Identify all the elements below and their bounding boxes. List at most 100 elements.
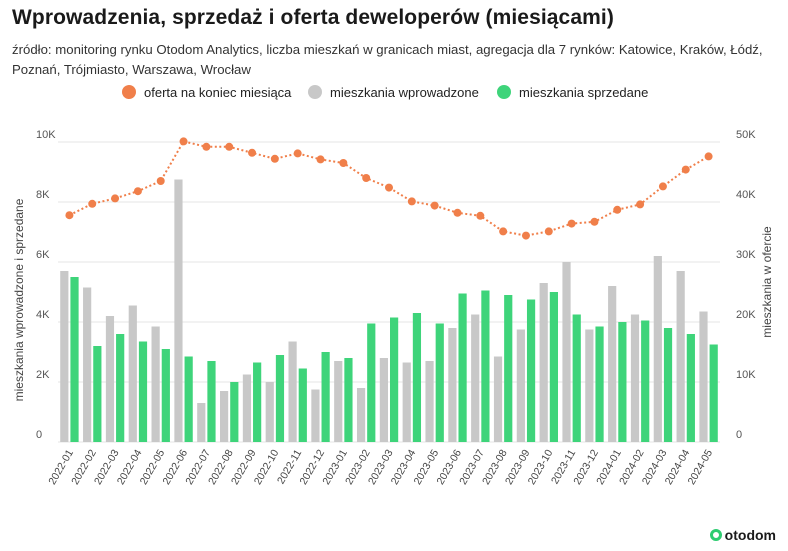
y-axis-label: mieszkania wprowadzone i sprzedane [12, 198, 26, 401]
point-offer [293, 149, 302, 158]
y2-tick-label: 20K [736, 309, 756, 321]
point-offer [521, 231, 530, 240]
point-offer [339, 159, 348, 167]
y2-tick-label: 50K [736, 129, 756, 141]
bar-introduced [334, 361, 343, 442]
bar-sold [230, 382, 239, 442]
legend-sold-marker-icon [497, 85, 511, 99]
bar-sold [549, 292, 558, 442]
bar-introduced [425, 361, 434, 442]
bar-sold [686, 334, 695, 442]
point-offer [704, 152, 713, 161]
legend: oferta na koniec miesiąca mieszkania wpr… [0, 83, 788, 101]
point-offer [385, 183, 393, 192]
bar-introduced [493, 356, 503, 442]
chart-subtitle: źródło: monitoring rynku Otodom Analytic… [12, 42, 763, 77]
bar-sold [93, 346, 102, 442]
point-offer [65, 211, 74, 220]
bar-sold [641, 320, 650, 442]
bar-introduced [356, 388, 366, 442]
bar-introduced [516, 329, 525, 442]
bar-sold [207, 361, 216, 442]
bar-sold [275, 355, 285, 442]
otodom-logo: otodom [709, 527, 776, 543]
legend-item-sold: mieszkania sprzedane [497, 83, 648, 101]
legend-offer-marker-icon [122, 85, 136, 99]
bar-introduced [197, 403, 206, 442]
y-tick-label: 8K [36, 189, 50, 201]
bar-introduced [471, 314, 480, 442]
y2-tick-label: 10K [736, 369, 756, 381]
y-tick-label: 6K [36, 249, 50, 261]
bar-introduced [585, 329, 594, 442]
y2-tick-label: 30K [736, 249, 756, 261]
bar-introduced [128, 305, 137, 442]
bar-sold [298, 368, 307, 442]
y2-tick-label: 40K [736, 189, 756, 201]
legend-item-offer: oferta na koniec miesiąca [122, 83, 291, 101]
bar-sold [526, 299, 536, 442]
y-tick-label: 4K [36, 309, 50, 321]
point-offer [316, 155, 325, 164]
point-offer [430, 201, 439, 210]
legend-offer-label: oferta na koniec miesiąca [144, 84, 292, 100]
legend-item-introduced: mieszkania wprowadzone [308, 83, 479, 101]
bar-sold [709, 344, 718, 442]
chart-title: Wprowadzenia, sprzedaż i oferta dewelope… [12, 6, 614, 29]
bar-introduced [83, 287, 92, 442]
bar-sold [321, 352, 330, 442]
line-offer [68, 140, 710, 237]
bar-sold [161, 349, 170, 442]
point-offer [133, 187, 142, 196]
bar-sold [138, 341, 148, 442]
point-offer [453, 208, 462, 217]
bar-sold [70, 277, 79, 442]
bar-sold [435, 323, 444, 442]
point-offer [225, 142, 234, 151]
point-offer [658, 182, 667, 191]
legend-introduced-marker-icon [308, 85, 322, 99]
point-offer [544, 227, 553, 236]
point-offer [270, 154, 279, 163]
point-offer [590, 217, 599, 226]
bar-sold [412, 313, 422, 442]
y-tick-label: 10K [36, 129, 56, 141]
bar-introduced [379, 358, 388, 442]
bar-sold [504, 295, 513, 442]
bar-introduced [402, 362, 411, 442]
point-offer [248, 148, 257, 157]
bar-sold [390, 317, 399, 442]
bar-introduced [220, 391, 229, 442]
point-offer [499, 227, 508, 236]
y-tick-label: 2K [36, 369, 50, 381]
y-tick-label: 0 [36, 429, 42, 441]
legend-sold-label: mieszkania sprzedane [519, 84, 649, 100]
bar-introduced [105, 316, 115, 442]
bar-sold [618, 322, 627, 442]
bar-introduced [242, 374, 252, 442]
otodom-logo-text: otodom [724, 527, 776, 543]
point-offer [88, 199, 97, 208]
bar-introduced [311, 389, 320, 442]
point-offer [202, 142, 211, 151]
point-offer [567, 219, 576, 228]
bar-introduced [448, 328, 457, 442]
point-offer [111, 194, 120, 203]
bar-introduced [265, 382, 274, 442]
bar-introduced [699, 311, 708, 442]
bar-introduced [174, 179, 183, 442]
bar-introduced [562, 262, 571, 442]
bar-introduced [608, 286, 617, 442]
y2-tick-label: 0 [736, 429, 742, 441]
bar-introduced [653, 256, 662, 442]
bar-introduced [539, 283, 548, 442]
bar-sold [344, 358, 353, 442]
bar-sold [116, 334, 125, 442]
bar-sold [367, 323, 376, 442]
bar-introduced [288, 341, 297, 442]
bar-sold [595, 326, 604, 442]
otodom-logo-icon [709, 529, 722, 541]
y2-axis-label: mieszkania w ofercie [760, 226, 774, 338]
point-offer [156, 177, 165, 185]
